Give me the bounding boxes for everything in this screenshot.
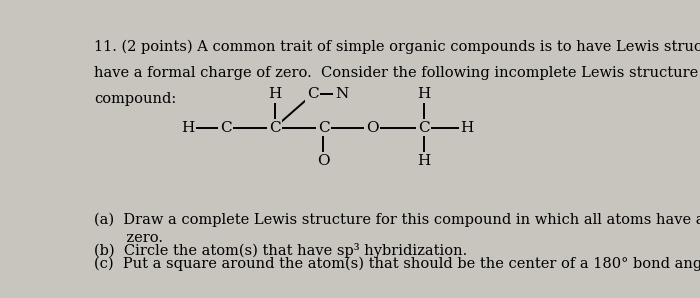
Text: have a formal charge of zero.  Consider the following incomplete Lewis structure: have a formal charge of zero. Consider t… [94,66,700,80]
Text: 11. (2 points) A common trait of simple organic compounds is to have Lewis struc: 11. (2 points) A common trait of simple … [94,39,700,54]
Text: N: N [335,87,348,101]
Text: (a)  Draw a complete Lewis structure for this compound in which all atoms have a: (a) Draw a complete Lewis structure for … [94,212,700,227]
Text: C: C [318,121,329,134]
Text: H: H [268,87,281,101]
Text: (c)  Put a square around the atom(s) that should be the center of a 180° bond an: (c) Put a square around the atom(s) that… [94,257,700,271]
Text: H: H [417,154,430,168]
Text: H: H [461,121,474,134]
Text: zero.: zero. [94,231,163,245]
Text: H: H [181,121,195,134]
Text: C: C [307,87,319,101]
Text: H: H [417,87,430,101]
Text: O: O [317,154,330,168]
Text: C: C [418,121,430,134]
Text: C: C [269,121,281,134]
Text: (b)  Circle the atom(s) that have sp³ hybridization.: (b) Circle the atom(s) that have sp³ hyb… [94,243,468,258]
Text: compound:: compound: [94,92,176,106]
Text: C: C [220,121,232,134]
Text: O: O [366,121,379,134]
